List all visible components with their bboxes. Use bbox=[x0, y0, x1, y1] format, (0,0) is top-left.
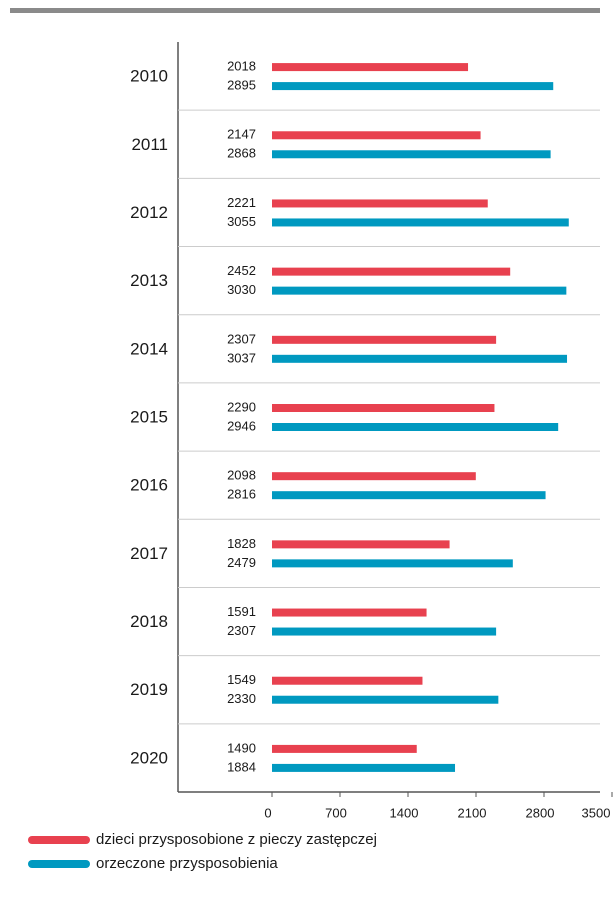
y-tick-label: 2013 bbox=[130, 271, 168, 290]
bar bbox=[272, 676, 423, 685]
value-label: 3030 bbox=[227, 282, 256, 297]
value-label: 2307 bbox=[227, 623, 256, 638]
bar bbox=[272, 131, 481, 140]
value-label: 2098 bbox=[227, 468, 256, 483]
y-tick-label: 2012 bbox=[130, 203, 168, 222]
bar bbox=[272, 335, 497, 344]
x-tick-label: 2800 bbox=[526, 805, 555, 820]
y-tick-label: 2019 bbox=[130, 680, 168, 699]
x-tick-label: 1400 bbox=[390, 805, 419, 820]
y-tick-label: 2016 bbox=[130, 476, 168, 495]
top-rule bbox=[10, 8, 600, 13]
value-label: 2895 bbox=[227, 78, 256, 93]
bar bbox=[272, 540, 450, 549]
value-label: 3055 bbox=[227, 214, 256, 229]
bar bbox=[272, 608, 427, 617]
x-tick-label: 0 bbox=[264, 805, 271, 820]
value-label: 2452 bbox=[227, 263, 256, 278]
y-tick-label: 2017 bbox=[130, 544, 168, 563]
legend-label: dzieci przysposobione z pieczy zastępcze… bbox=[96, 831, 377, 848]
y-tick-label: 2014 bbox=[130, 339, 168, 358]
bar bbox=[272, 267, 511, 276]
value-label: 2816 bbox=[227, 487, 256, 502]
bar bbox=[272, 695, 499, 704]
bar bbox=[272, 423, 559, 431]
value-label: 2221 bbox=[227, 195, 256, 210]
y-tick-label: 2018 bbox=[130, 612, 168, 631]
legend-label: orzeczone przysposobienia bbox=[96, 855, 278, 872]
x-tick-label: 700 bbox=[325, 805, 347, 820]
value-label: 3037 bbox=[227, 350, 256, 365]
value-label: 2868 bbox=[227, 146, 256, 161]
value-label: 2018 bbox=[227, 59, 256, 74]
bar bbox=[272, 627, 497, 636]
bar bbox=[272, 286, 567, 295]
bar bbox=[272, 491, 546, 500]
bar bbox=[272, 63, 469, 72]
value-label: 1549 bbox=[227, 672, 256, 687]
bar bbox=[272, 404, 495, 412]
bar bbox=[272, 744, 417, 753]
y-tick-label: 2011 bbox=[131, 135, 168, 154]
bar bbox=[272, 472, 476, 481]
y-tick-label: 2010 bbox=[130, 67, 168, 86]
bar bbox=[272, 354, 568, 363]
value-label: 1884 bbox=[227, 759, 256, 774]
value-label: 1828 bbox=[227, 536, 256, 551]
value-label: 1490 bbox=[227, 740, 256, 755]
x-tick-label: 3500 bbox=[582, 805, 611, 820]
bar bbox=[272, 199, 488, 208]
x-tick-label: 2100 bbox=[458, 805, 487, 820]
bar bbox=[272, 559, 513, 568]
value-label: 2147 bbox=[227, 127, 256, 142]
bar bbox=[272, 150, 551, 159]
value-label: 2946 bbox=[227, 418, 256, 433]
value-label: 2479 bbox=[227, 555, 256, 570]
value-label: 1591 bbox=[227, 604, 256, 619]
value-label: 2330 bbox=[227, 691, 256, 706]
value-label: 2290 bbox=[227, 399, 256, 414]
bar bbox=[272, 218, 569, 227]
bar bbox=[272, 763, 456, 772]
bar bbox=[272, 82, 554, 91]
y-tick-label: 2015 bbox=[130, 407, 168, 426]
y-tick-label: 2020 bbox=[130, 748, 168, 767]
value-label: 2307 bbox=[227, 331, 256, 346]
